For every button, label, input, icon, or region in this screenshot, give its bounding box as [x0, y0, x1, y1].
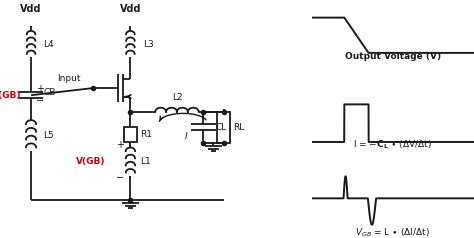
- Text: L4: L4: [44, 40, 54, 49]
- Text: CL: CL: [216, 123, 227, 132]
- Text: $V_{GB}$ = L $\bullet$ ($\Delta$I/$\Delta$t): $V_{GB}$ = L $\bullet$ ($\Delta$I/$\Delt…: [356, 226, 430, 238]
- Text: I: I: [185, 132, 188, 141]
- Text: L2: L2: [172, 93, 182, 102]
- Text: Output Voltage (V): Output Voltage (V): [345, 52, 441, 60]
- Text: −: −: [116, 174, 124, 183]
- Text: +: +: [116, 140, 124, 150]
- Text: +: +: [36, 84, 44, 94]
- Bar: [217, 112, 230, 143]
- Text: V(GB): V(GB): [76, 157, 106, 166]
- Text: Vdd: Vdd: [20, 4, 42, 14]
- Text: R1: R1: [140, 130, 152, 139]
- Text: Vdd: Vdd: [119, 4, 141, 14]
- Text: L1: L1: [140, 157, 150, 166]
- Text: I = $-\mathbf{C_L}$ $\bullet$ ($\Delta$V/$\Delta$t): I = $-\mathbf{C_L}$ $\bullet$ ($\Delta$V…: [354, 139, 432, 151]
- Text: V(GB): V(GB): [0, 91, 22, 100]
- Bar: [124, 127, 137, 142]
- Text: L5: L5: [44, 131, 54, 140]
- Text: CB: CB: [44, 88, 56, 97]
- Text: −: −: [36, 96, 44, 106]
- Text: Input: Input: [57, 74, 81, 83]
- Text: L3: L3: [143, 40, 154, 49]
- Text: RL: RL: [233, 123, 244, 132]
